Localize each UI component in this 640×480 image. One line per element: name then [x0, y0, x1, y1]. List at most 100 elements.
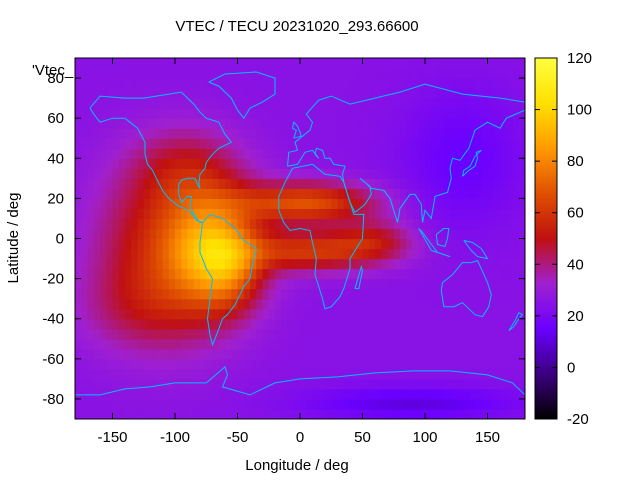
heatmap-cell [456, 278, 464, 290]
heatmap-cell [106, 268, 114, 280]
heatmap-cell [125, 328, 132, 340]
heatmap-cell [81, 128, 89, 139]
heatmap-cell [343, 108, 351, 119]
heatmap-cell [150, 378, 157, 390]
heatmap-cell [256, 338, 264, 350]
heatmap-cell [325, 98, 332, 109]
heatmap-cell [425, 258, 432, 270]
heatmap-cell [475, 398, 482, 410]
heatmap-cell [143, 308, 151, 320]
heatmap-cell [375, 98, 382, 109]
heatmap-cell [337, 278, 345, 290]
heatmap-cell [287, 168, 295, 179]
heatmap-cell [337, 268, 345, 280]
heatmap-cell [200, 218, 207, 230]
colorbar-tick-label: -20 [567, 411, 589, 428]
heatmap-cell [450, 128, 457, 139]
heatmap-cell [362, 148, 370, 159]
heatmap-cell [125, 108, 132, 119]
heatmap-cell [281, 148, 289, 159]
heatmap-cell [431, 138, 439, 149]
heatmap-cell [281, 308, 289, 320]
heatmap-cell [493, 238, 501, 250]
heatmap-cell [425, 118, 432, 129]
heatmap-cell [131, 308, 139, 320]
heatmap-cell [406, 128, 414, 139]
colorbar-tick-label: 0 [567, 359, 575, 376]
heatmap-cell [193, 268, 201, 280]
heatmap-cell [81, 98, 89, 109]
heatmap-cell [450, 278, 457, 290]
heatmap-cell [168, 108, 176, 119]
heatmap-cell [206, 58, 214, 69]
heatmap-cell [193, 398, 201, 410]
heatmap-cell [112, 98, 120, 109]
heatmap-cell [112, 58, 120, 69]
heatmap-cell [362, 58, 370, 69]
heatmap-cell [225, 98, 232, 109]
heatmap-cell [462, 178, 470, 189]
heatmap-cell [256, 268, 264, 280]
heatmap-cell [212, 98, 220, 109]
heatmap-cell [268, 148, 276, 159]
heatmap-cell [187, 188, 195, 199]
heatmap-cell [200, 198, 207, 210]
heatmap-cell [375, 398, 382, 410]
heatmap-cell [168, 138, 176, 149]
heatmap-cell [131, 298, 139, 310]
heatmap-cell [368, 308, 376, 320]
heatmap-cell [437, 208, 445, 220]
heatmap-cell [137, 388, 145, 400]
heatmap-cell [506, 98, 514, 109]
heatmap-cell [400, 128, 407, 139]
heatmap-cell [425, 108, 432, 119]
heatmap-cell [162, 68, 170, 79]
heatmap-cell [300, 358, 307, 370]
heatmap-cell [275, 318, 282, 330]
heatmap-cell [218, 318, 226, 330]
heatmap-cell [250, 258, 257, 270]
heatmap-cell [225, 118, 232, 129]
heatmap-cell [156, 98, 164, 109]
heatmap-cell [275, 398, 282, 410]
heatmap-cell [256, 318, 264, 330]
heatmap-cell [518, 318, 525, 330]
heatmap-cell [231, 188, 239, 199]
heatmap-cell [462, 108, 470, 119]
heatmap-cell [456, 198, 464, 210]
heatmap-cell [506, 138, 514, 149]
heatmap-cell [206, 388, 214, 400]
heatmap-cell [125, 368, 132, 380]
heatmap-cell [381, 298, 389, 310]
heatmap-cell [393, 58, 401, 69]
heatmap-cell [456, 238, 464, 250]
heatmap-cell [443, 258, 451, 270]
heatmap-cell [262, 138, 270, 149]
heatmap-cell [181, 68, 189, 79]
heatmap-cell [156, 228, 164, 240]
heatmap-cell [156, 348, 164, 360]
heatmap-cell [218, 158, 226, 169]
heatmap-cell [406, 258, 414, 270]
heatmap-cell [175, 218, 182, 230]
heatmap-cell [175, 368, 182, 380]
heatmap-cell [206, 258, 214, 270]
heatmap-cell [212, 348, 220, 360]
heatmap-cell [356, 168, 364, 179]
heatmap-cell [368, 378, 376, 390]
heatmap-cell [93, 108, 101, 119]
heatmap-cell [87, 408, 95, 419]
heatmap-cell [262, 218, 270, 230]
heatmap-cell [181, 78, 189, 89]
heatmap-cell [268, 248, 276, 260]
heatmap-cell [475, 78, 482, 89]
heatmap-cell [293, 268, 301, 280]
heatmap-cell [387, 338, 395, 350]
heatmap-cell [500, 88, 507, 99]
heatmap-cell [500, 128, 507, 139]
heatmap-cell [381, 258, 389, 270]
heatmap-cell [400, 358, 407, 370]
heatmap-cell [175, 198, 182, 210]
heatmap-cell [281, 358, 289, 370]
heatmap-cell [187, 168, 195, 179]
